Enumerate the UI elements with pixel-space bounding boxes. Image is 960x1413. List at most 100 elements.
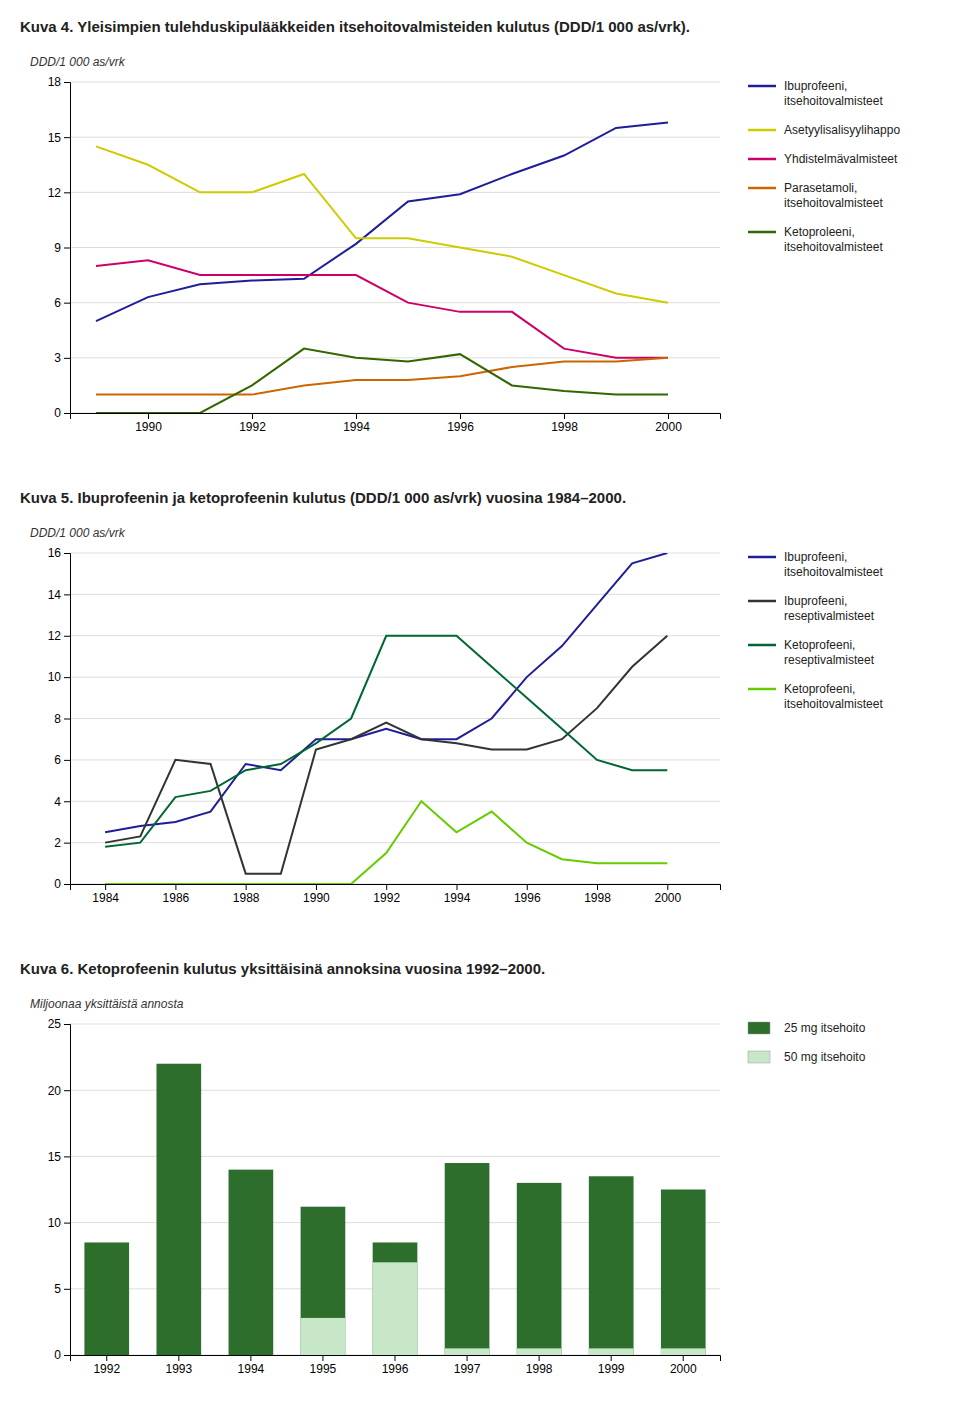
- tick-label: 12: [48, 629, 62, 643]
- tick: 10: [48, 670, 70, 684]
- tick: 1998: [526, 1355, 553, 1376]
- bar: [445, 1348, 490, 1355]
- tick-label: 1992: [239, 420, 266, 434]
- bar: [84, 1355, 129, 1356]
- tick: 12: [48, 629, 70, 643]
- tick: 1998: [551, 413, 578, 434]
- series-line: [96, 349, 668, 413]
- bar: [156, 1064, 201, 1355]
- grid: [70, 82, 720, 413]
- tick-mark: [64, 594, 70, 595]
- legend-item: Ketoprofeeni,itsehoitovalmisteet: [748, 682, 883, 710]
- tick-mark: [539, 1355, 540, 1361]
- tick-mark: [683, 1355, 684, 1361]
- marks: [84, 1064, 705, 1355]
- plot-area: 0246810121416198419861988199019921994199…: [48, 546, 721, 904]
- tick: 1999: [598, 1355, 625, 1376]
- bar: [589, 1348, 634, 1355]
- figure: Kuva 4. Yleisimpien tulehduskipulääkkeid…: [0, 0, 960, 1413]
- tick-mark: [64, 413, 70, 414]
- tick: 1992: [93, 1355, 120, 1376]
- axis-line: [64, 1025, 71, 1356]
- series-line: [105, 801, 667, 884]
- legend-label: Parasetamoli,itsehoitovalmisteet: [784, 181, 883, 209]
- tick-label: 0: [54, 877, 61, 891]
- tick-label: 2000: [655, 420, 682, 434]
- tick-label: 1984: [92, 891, 119, 905]
- tick-mark: [106, 1355, 107, 1361]
- tick-mark: [64, 248, 70, 249]
- tick-label: 1997: [454, 1362, 481, 1376]
- tick-mark: [64, 1024, 70, 1025]
- y-axis: 0369121518: [48, 75, 71, 420]
- legend-label: Yhdistelmävalmisteet: [784, 152, 898, 166]
- series-line: [96, 358, 668, 395]
- legend-label: Asetyylisalisyylihappo: [784, 123, 900, 137]
- legend-label: Ketoproleeni,itsehoitovalmisteet: [784, 225, 883, 253]
- tick-label: 6: [54, 753, 61, 767]
- tick-label: 3: [54, 351, 61, 365]
- tick-mark: [564, 413, 565, 419]
- tick-label: 1998: [526, 1362, 553, 1376]
- tick-label: 1990: [135, 420, 162, 434]
- tick-mark: [64, 1090, 70, 1091]
- bar: [229, 1355, 274, 1356]
- tick: 18: [48, 75, 70, 89]
- chart-panel: Kuva 6. Ketoprofeenin kulutus yksittäisi…: [20, 960, 866, 1376]
- tick-label: 15: [48, 1150, 62, 1164]
- tick: 1990: [135, 413, 162, 434]
- tick: 4: [54, 795, 70, 809]
- tick: 1986: [163, 884, 190, 905]
- grid-line: [70, 192, 720, 193]
- series-line: [96, 146, 668, 302]
- legend-item: Ketoproleeni,itsehoitovalmisteet: [748, 225, 883, 253]
- x-axis: 198419861988199019921994199619982000: [71, 884, 721, 905]
- tick-mark: [611, 1355, 612, 1361]
- tick-label: 14: [48, 588, 62, 602]
- tick: 6: [54, 296, 70, 310]
- grid-line: [70, 137, 720, 138]
- tick-label: 1996: [514, 891, 541, 905]
- plot-area: 0510152025199219931994199519961997199819…: [48, 1017, 721, 1375]
- legend-swatch: [748, 231, 776, 234]
- tick: 5: [54, 1282, 70, 1296]
- tick: 20: [48, 1084, 70, 1098]
- tick-label: 15: [48, 131, 62, 145]
- legend-swatch: [748, 688, 776, 691]
- tick-label: 1996: [382, 1362, 409, 1376]
- tick-mark: [64, 760, 70, 761]
- series-line: [96, 260, 668, 357]
- tick-label: 9: [54, 241, 61, 255]
- chart-title: Kuva 5. Ibuprofeenin ja ketoprofeenin ku…: [20, 489, 626, 506]
- legend-swatch: [748, 85, 776, 88]
- tick-label: 8: [54, 712, 61, 726]
- y-axis-title: DDD/1 000 as/vrk: [30, 55, 126, 69]
- tick-label: 1990: [303, 891, 330, 905]
- tick-label: 18: [48, 75, 62, 89]
- axis-line: [64, 83, 71, 414]
- tick-mark: [467, 1355, 468, 1361]
- grid-line: [70, 247, 720, 248]
- bar: [301, 1318, 346, 1355]
- tick-mark: [246, 884, 247, 890]
- tick: 0: [54, 1348, 70, 1362]
- tick-label: 16: [48, 546, 62, 560]
- legend-item: Asetyylisalisyylihappo: [748, 123, 900, 137]
- tick-mark: [64, 636, 70, 637]
- tick: 2000: [655, 413, 682, 434]
- tick-mark: [64, 1289, 70, 1290]
- tick-label: 10: [48, 670, 62, 684]
- tick-label: 1994: [444, 891, 471, 905]
- legend-swatch: [748, 644, 776, 647]
- tick-mark: [64, 843, 70, 844]
- tick-label: 1998: [584, 891, 611, 905]
- tick: 1988: [233, 884, 260, 905]
- tick: 1994: [444, 884, 471, 905]
- tick: 1995: [310, 1355, 337, 1376]
- chart-title: Kuva 6. Ketoprofeenin kulutus yksittäisi…: [20, 960, 545, 977]
- grid-line: [70, 302, 720, 303]
- legend: Ibuprofeeni,itsehoitovalmisteetIbuprofee…: [748, 550, 883, 710]
- bar: [84, 1242, 129, 1355]
- tick-mark: [175, 884, 176, 890]
- tick-label: 25: [48, 1017, 62, 1031]
